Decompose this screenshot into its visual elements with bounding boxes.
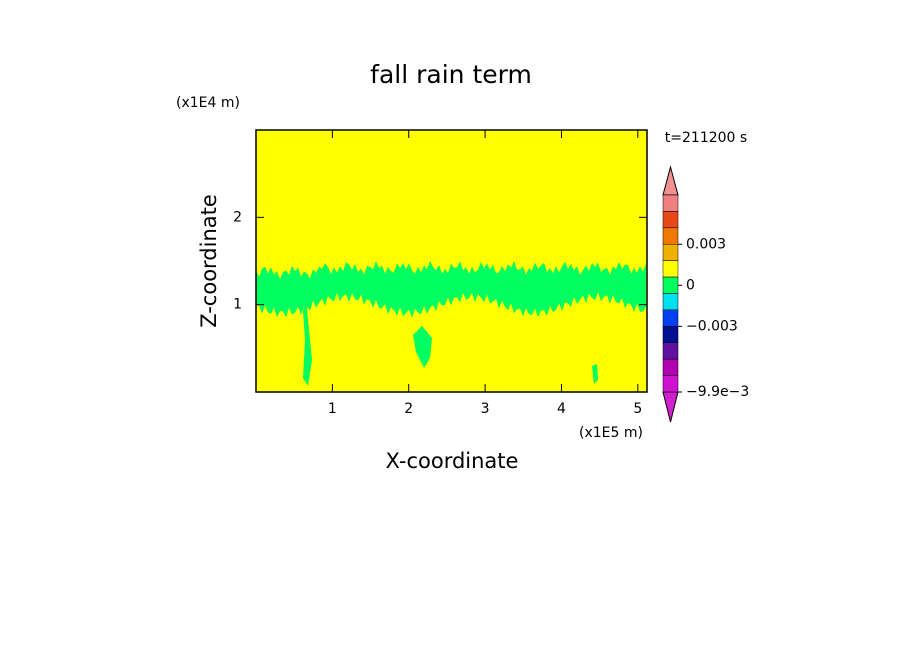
- colorbar-tick-label: 0: [686, 277, 695, 293]
- colorbar-under: [662, 391, 679, 423]
- x-tick-label: 3: [481, 401, 490, 417]
- colorbar-segment: [662, 227, 679, 245]
- plot-frame: [255, 129, 648, 393]
- contour-region: [256, 260, 646, 318]
- y-axis-title: Z-coordinate: [197, 194, 221, 328]
- contour-region: [413, 326, 432, 368]
- colorbar-segment: [662, 358, 679, 376]
- time-annotation: t=211200 s: [665, 130, 747, 146]
- colorbar-segment: [662, 375, 679, 393]
- colorbar-segment: [662, 326, 679, 344]
- colorbar-over: [662, 165, 679, 196]
- y-tick-label: 2: [233, 209, 242, 225]
- colorbar-tick-label: −0.003: [686, 318, 738, 334]
- x-axis-title: X-coordinate: [386, 449, 519, 473]
- y-unit: (x1E4 m): [176, 95, 240, 111]
- colorbar-segment: [662, 309, 679, 327]
- x-tick-label: 2: [404, 401, 413, 417]
- colorbar-segment: [662, 260, 679, 278]
- plot-background: [256, 130, 647, 392]
- colorbar-segment: [662, 276, 679, 294]
- x-tick-label: 4: [557, 401, 566, 417]
- colorbar-segment: [662, 244, 679, 261]
- colorbar-segment: [662, 342, 679, 360]
- colorbar-tick-label: −9.9e−3: [686, 384, 749, 400]
- colorbar-segment: [662, 293, 679, 311]
- colorbar-segment: [662, 194, 679, 212]
- x-tick-label: 1: [328, 401, 337, 417]
- contour-region: [592, 364, 598, 384]
- x-unit: (x1E5 m): [579, 425, 643, 441]
- colorbar-segment: [662, 211, 679, 229]
- contour-region: [303, 300, 312, 386]
- colorbar-tick-label: 0.003: [686, 236, 726, 252]
- y-tick-label: 1: [233, 297, 242, 313]
- x-tick-label: 5: [633, 401, 642, 417]
- chart-title: fall rain term: [370, 60, 532, 89]
